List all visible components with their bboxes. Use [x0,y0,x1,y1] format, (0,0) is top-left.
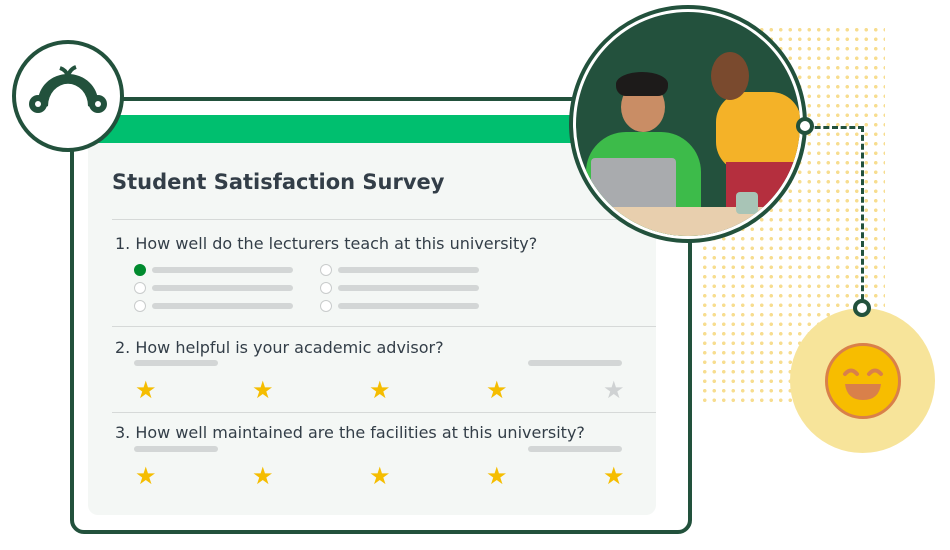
star-icon[interactable]: ★ [252,462,274,490]
connector-node [796,117,814,135]
divider [112,219,656,220]
radio-option-5[interactable] [320,282,332,294]
connector-node [853,299,871,317]
question-2: 2. How helpful is your academic advisor? [115,338,444,357]
option-label-placeholder [152,267,293,273]
divider [112,412,656,413]
question-1: 1. How well do the lecturers teach at th… [115,234,538,253]
option-label-placeholder [152,303,293,309]
star-icon[interactable]: ★ [369,376,391,404]
radio-option-6[interactable] [320,300,332,312]
star-icon[interactable]: ★ [135,462,157,490]
radio-option-3[interactable] [134,300,146,312]
smiley-face-icon [825,343,901,419]
star-icon[interactable]: ★ [135,376,157,404]
question-3: 3. How well maintained are the facilitie… [115,423,585,442]
option-label-placeholder [338,267,479,273]
scale-label-placeholder [528,446,622,452]
option-label-placeholder [152,285,293,291]
star-icon[interactable]: ★ [486,376,508,404]
scale-label-placeholder [528,360,622,366]
star-icon[interactable]: ★ [369,462,391,490]
star-icon[interactable]: ★ [603,462,625,490]
scale-label-placeholder [134,446,218,452]
radio-option-4[interactable] [320,264,332,276]
star-icon[interactable]: ★ [252,376,274,404]
survey-panel [88,143,656,515]
scale-label-placeholder [134,360,218,366]
divider [112,326,656,327]
connector-line [806,126,864,309]
survey-title: Student Satisfaction Survey [112,170,445,194]
option-label-placeholder [338,285,479,291]
radio-option-1[interactable] [134,264,146,276]
star-icon[interactable]: ★ [603,376,625,404]
radio-option-2[interactable] [134,282,146,294]
star-icon[interactable]: ★ [486,462,508,490]
option-label-placeholder [338,303,479,309]
students-photo [569,5,807,243]
surveymonkey-logo-icon [12,40,124,152]
